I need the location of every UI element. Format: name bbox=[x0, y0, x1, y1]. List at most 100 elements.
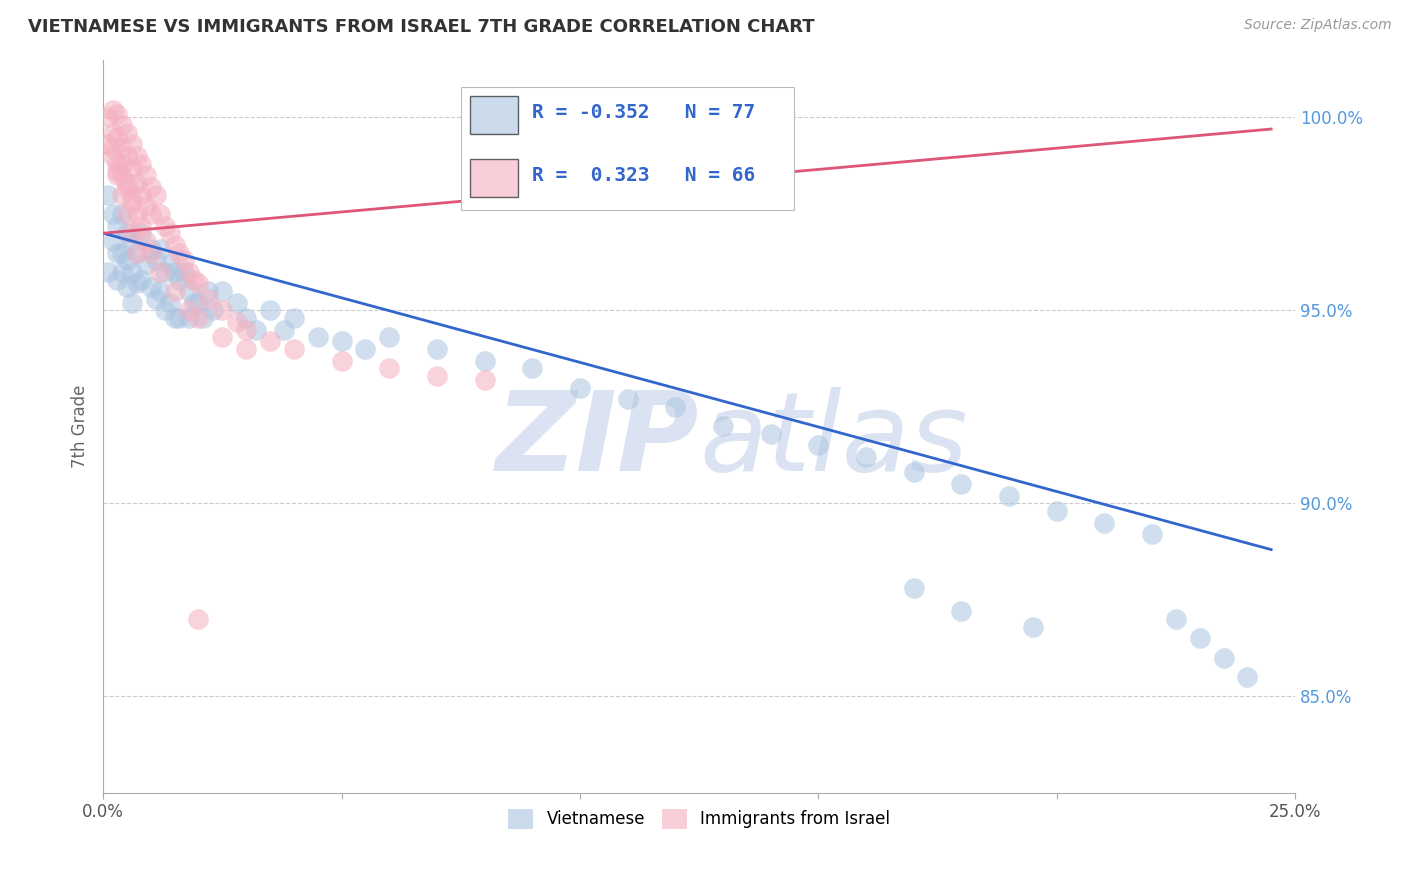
Point bbox=[139, 180, 162, 194]
Point bbox=[121, 265, 143, 279]
Point bbox=[759, 426, 782, 441]
Point bbox=[149, 265, 172, 279]
Point bbox=[153, 303, 176, 318]
Text: R = -0.352   N = 77: R = -0.352 N = 77 bbox=[533, 103, 755, 122]
Point bbox=[149, 284, 172, 298]
Point bbox=[235, 311, 257, 326]
Point bbox=[135, 234, 157, 248]
Point bbox=[354, 342, 377, 356]
Point bbox=[97, 111, 120, 125]
Point bbox=[474, 373, 496, 387]
Point bbox=[426, 342, 449, 356]
Point bbox=[163, 237, 186, 252]
Point bbox=[474, 353, 496, 368]
Point bbox=[273, 323, 295, 337]
Point bbox=[1092, 516, 1115, 530]
Point bbox=[145, 292, 167, 306]
Point bbox=[225, 295, 247, 310]
Point bbox=[378, 361, 401, 376]
Point bbox=[121, 234, 143, 248]
Y-axis label: 7th Grade: 7th Grade bbox=[72, 384, 89, 467]
Point bbox=[111, 157, 134, 171]
Point bbox=[568, 380, 591, 394]
Point bbox=[1236, 670, 1258, 684]
Point bbox=[97, 137, 120, 152]
Point bbox=[129, 187, 152, 202]
Point bbox=[903, 581, 925, 595]
Point bbox=[330, 334, 353, 349]
Point bbox=[259, 334, 281, 349]
Point bbox=[107, 245, 129, 260]
Point bbox=[616, 392, 638, 406]
Point bbox=[145, 187, 167, 202]
Point bbox=[111, 265, 134, 279]
Point bbox=[145, 253, 167, 268]
Point bbox=[97, 265, 120, 279]
Point bbox=[177, 303, 200, 318]
FancyBboxPatch shape bbox=[461, 87, 794, 210]
Point bbox=[121, 161, 143, 175]
Point bbox=[139, 245, 162, 260]
Point bbox=[135, 257, 157, 271]
Point bbox=[1022, 620, 1045, 634]
Point bbox=[111, 245, 134, 260]
Point bbox=[135, 169, 157, 183]
Point bbox=[187, 295, 209, 310]
FancyBboxPatch shape bbox=[470, 160, 517, 197]
Point bbox=[101, 103, 124, 117]
Point bbox=[111, 118, 134, 132]
Point bbox=[197, 292, 219, 306]
Point bbox=[173, 265, 195, 279]
Point bbox=[187, 311, 209, 326]
Point bbox=[129, 272, 152, 286]
Point bbox=[125, 176, 148, 190]
Point bbox=[107, 106, 129, 120]
Point bbox=[101, 141, 124, 155]
Point bbox=[107, 157, 129, 171]
Point bbox=[173, 253, 195, 268]
Point bbox=[107, 272, 129, 286]
Point bbox=[107, 169, 129, 183]
Text: ZIP: ZIP bbox=[495, 387, 699, 494]
Point bbox=[245, 323, 267, 337]
Point bbox=[807, 438, 830, 452]
Point bbox=[177, 311, 200, 326]
Point bbox=[115, 176, 138, 190]
Point bbox=[107, 129, 129, 144]
Point bbox=[129, 226, 152, 240]
Point bbox=[159, 226, 181, 240]
Point bbox=[1212, 650, 1234, 665]
Point bbox=[115, 207, 138, 221]
Point bbox=[139, 280, 162, 294]
Point bbox=[307, 330, 329, 344]
Point bbox=[378, 330, 401, 344]
Point bbox=[163, 311, 186, 326]
Point bbox=[153, 219, 176, 233]
Point bbox=[197, 284, 219, 298]
Point bbox=[121, 226, 143, 240]
Point bbox=[125, 149, 148, 163]
Point bbox=[163, 284, 186, 298]
Point bbox=[153, 265, 176, 279]
Point bbox=[125, 245, 148, 260]
Point bbox=[169, 245, 191, 260]
Point bbox=[101, 149, 124, 163]
Point bbox=[121, 137, 143, 152]
Point bbox=[139, 207, 162, 221]
Point bbox=[111, 141, 134, 155]
Point bbox=[1188, 632, 1211, 646]
Point bbox=[711, 419, 734, 434]
Point bbox=[201, 303, 224, 318]
Point bbox=[1046, 504, 1069, 518]
Point bbox=[187, 277, 209, 291]
Point bbox=[998, 489, 1021, 503]
Point bbox=[426, 368, 449, 383]
Point bbox=[101, 207, 124, 221]
Point bbox=[129, 219, 152, 233]
Point bbox=[330, 353, 353, 368]
Point bbox=[169, 272, 191, 286]
Point bbox=[187, 612, 209, 626]
Point bbox=[115, 253, 138, 268]
Point bbox=[193, 311, 215, 326]
Point bbox=[522, 361, 544, 376]
